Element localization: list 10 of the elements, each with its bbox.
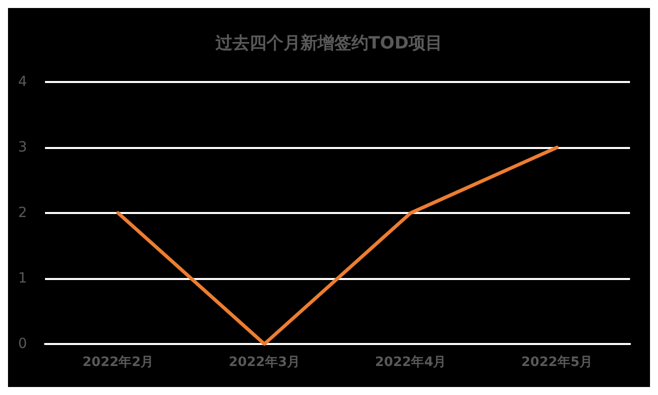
y-tick-label: 3 [18,140,27,156]
x-tick-label: 2022年5月 [521,355,592,370]
y-tick-label: 1 [18,270,27,286]
x-tick-label: 2022年3月 [228,355,300,370]
y-tick-label: 4 [18,74,28,90]
y-tick-label: 0 [18,336,27,352]
x-tick-label: 2022年2月 [82,355,154,370]
chart-title: 过去四个月新增签约TOD项目 [214,34,443,54]
x-tick-label: 2022年4月 [375,355,446,370]
y-tick-label: 2 [18,205,27,221]
